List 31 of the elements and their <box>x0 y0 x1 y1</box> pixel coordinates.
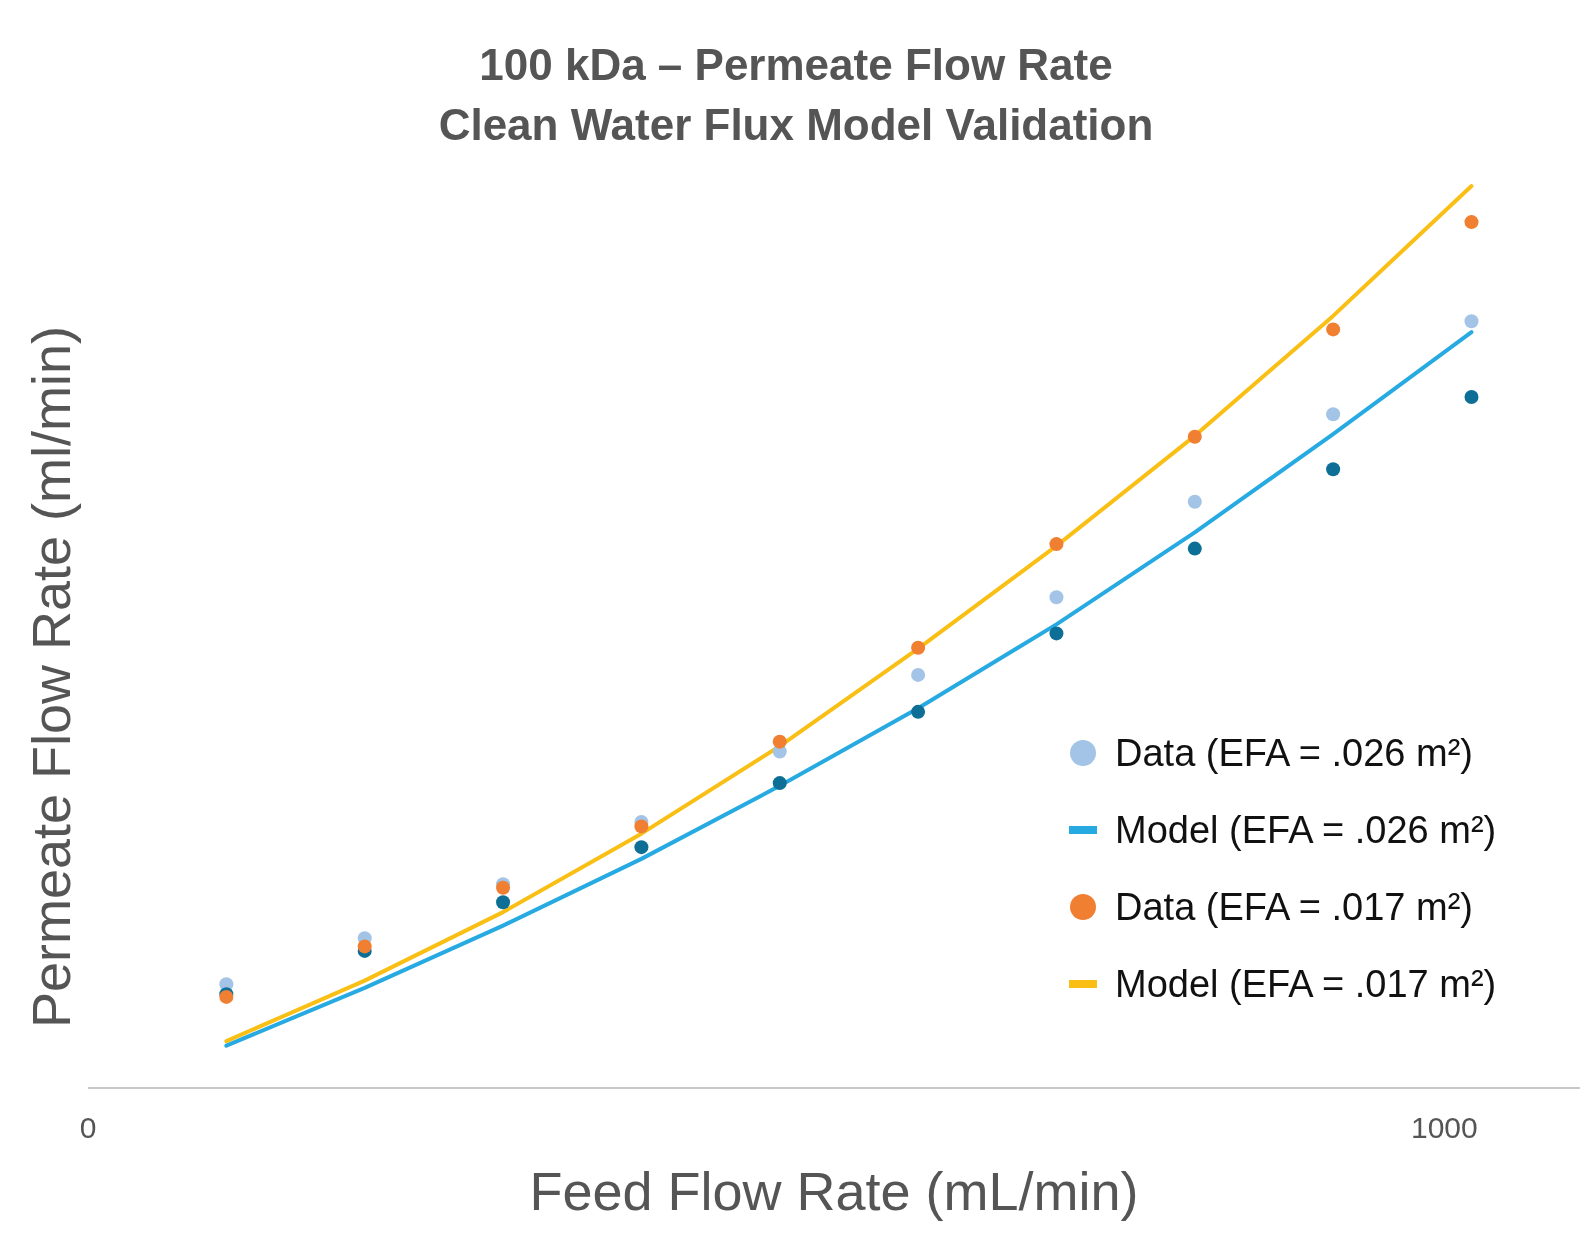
x-tick-label: 0 <box>79 1111 97 1144</box>
point <box>911 640 926 655</box>
legend-label: Model (EFA = .017 m²) <box>1115 963 1497 1005</box>
point <box>1049 626 1064 641</box>
point <box>1187 494 1202 509</box>
point <box>634 840 649 855</box>
point <box>911 704 926 719</box>
point <box>772 776 787 791</box>
chart-subtitle: Clean Water Flux Model Validation <box>438 100 1154 149</box>
y-axis-title: Permeate Flow Rate (ml/min) <box>21 325 81 1029</box>
point <box>496 895 511 910</box>
point <box>1464 215 1479 230</box>
legend-label: Data (EFA = .026 m²) <box>1115 732 1473 774</box>
point <box>1464 390 1479 405</box>
point <box>772 734 787 749</box>
x-axis-title: Feed Flow Rate (mL/min) <box>529 1161 1139 1221</box>
point <box>1187 541 1202 556</box>
point <box>1049 590 1064 605</box>
chart-title: 100 kDa – Permeate Flow Rate <box>479 40 1113 89</box>
point <box>1049 537 1064 552</box>
legend-label: Data (EFA = .017 m²) <box>1115 886 1473 928</box>
point <box>634 819 649 834</box>
point <box>1326 407 1341 422</box>
point <box>1326 462 1341 477</box>
point <box>1326 322 1341 337</box>
point <box>1464 314 1479 329</box>
legend-label: Model (EFA = .026 m²) <box>1115 809 1497 851</box>
point <box>1187 429 1202 444</box>
x-tick-label: 1000 <box>1410 1111 1478 1144</box>
point <box>357 939 372 954</box>
point <box>911 667 926 682</box>
